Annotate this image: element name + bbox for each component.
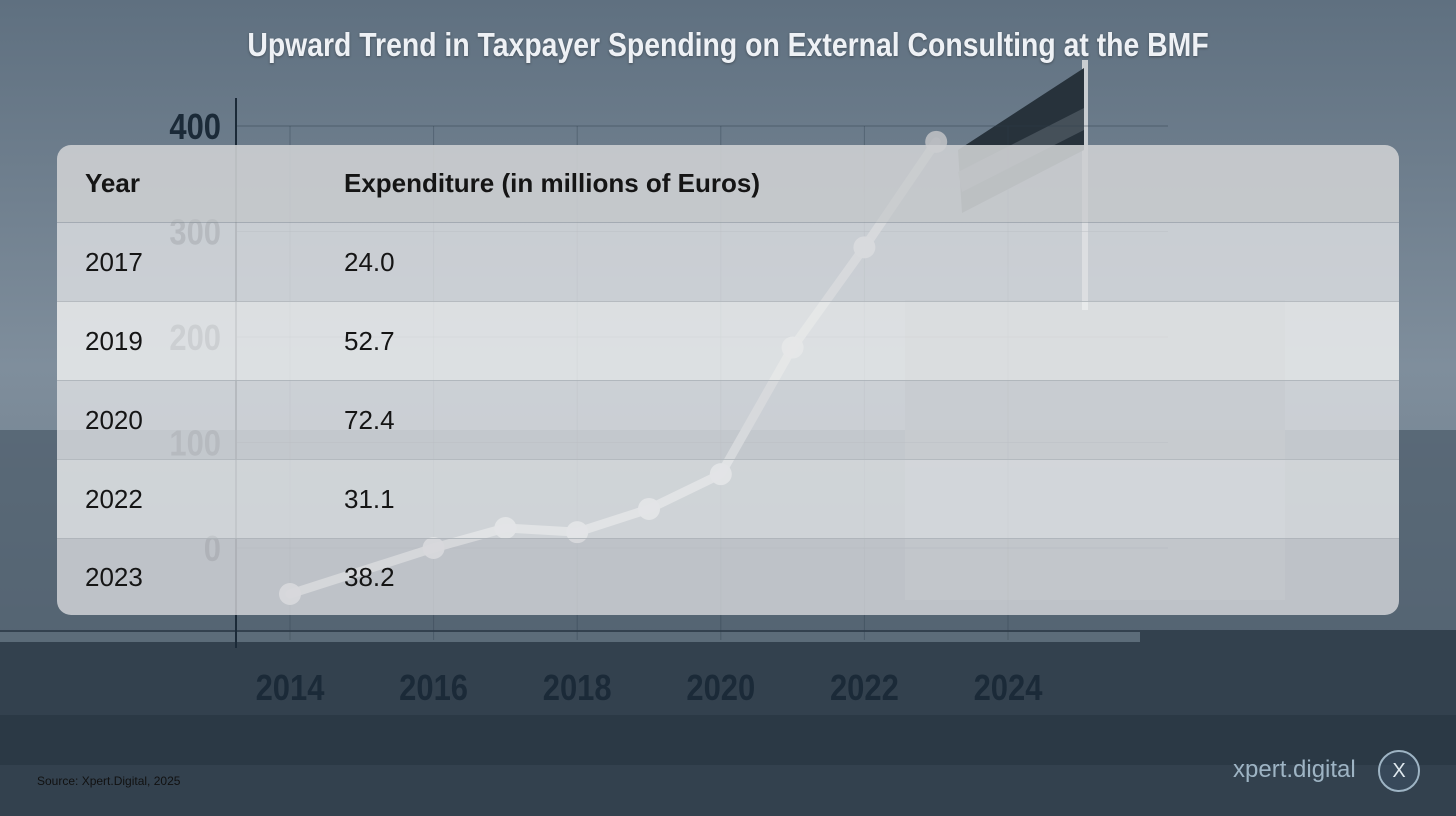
cell-expenditure: 72.4	[344, 405, 395, 435]
x-tick-label: 2014	[256, 669, 325, 709]
brand-wordmark: xpert.digital	[1233, 756, 1356, 783]
x-tick-label: 2022	[830, 669, 899, 709]
cell-year: 2017	[85, 247, 143, 277]
y-tick-label: 400	[169, 108, 221, 148]
cell-year: 2020	[85, 405, 143, 435]
data-table: Year Expenditure (in millions of Euros) …	[57, 145, 1399, 615]
cell-expenditure: 24.0	[344, 247, 395, 277]
cell-expenditure: 52.7	[344, 326, 395, 356]
facade-band	[0, 715, 1456, 765]
source-note: Source: Xpert.Digital, 2025	[37, 774, 181, 788]
table-row: 2017 24.0	[57, 222, 1399, 302]
table-row: 2022 31.1	[57, 459, 1399, 539]
brand-logo-icon: X	[1378, 750, 1420, 792]
cell-year: 2022	[85, 484, 143, 514]
cell-expenditure: 38.2	[344, 562, 395, 592]
chart-title: Upward Trend in Taxpayer Spending on Ext…	[247, 26, 1209, 63]
header-expenditure: Expenditure (in millions of Euros)	[344, 168, 761, 198]
x-tick-label: 2024	[974, 669, 1043, 709]
x-tick-labels: 2014 2016 2018 2020 2022 2024	[256, 669, 1043, 709]
logo-letter: X	[1392, 759, 1406, 782]
table-row: 2019 52.7	[57, 301, 1399, 381]
x-tick-label: 2018	[543, 669, 612, 709]
table-row: 2023 38.2	[57, 538, 1399, 615]
cell-year: 2023	[85, 562, 143, 592]
table-row: 2020 72.4	[57, 380, 1399, 460]
roof-ledge	[0, 632, 1140, 642]
cell-year: 2019	[85, 326, 143, 356]
x-tick-label: 2020	[686, 669, 755, 709]
x-tick-label: 2016	[399, 669, 468, 709]
header-year: Year	[85, 168, 140, 198]
table-header-row: Year Expenditure (in millions of Euros)	[57, 145, 1399, 222]
cell-expenditure: 31.1	[344, 484, 395, 514]
